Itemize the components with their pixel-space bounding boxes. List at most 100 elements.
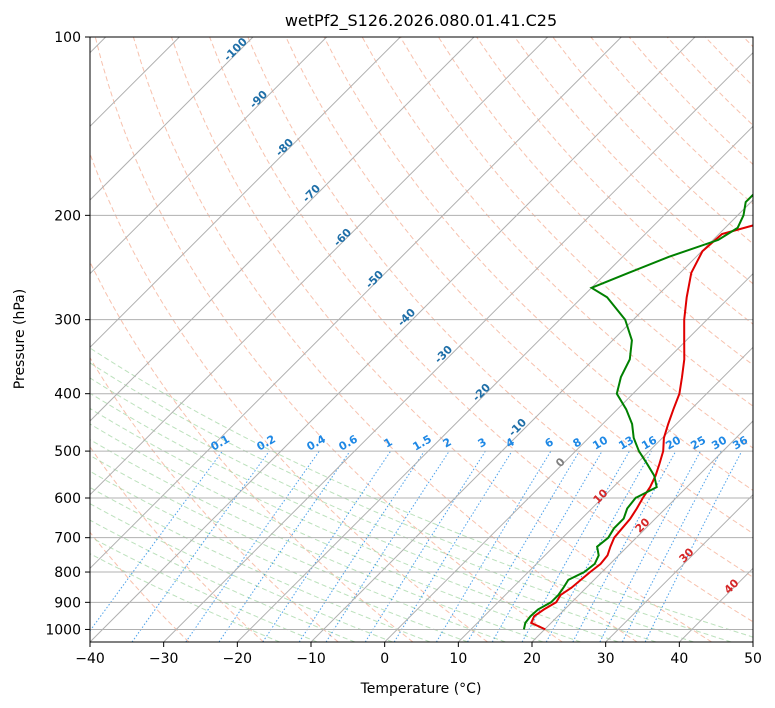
moist-adiabat-label: -80 — [273, 136, 296, 159]
dry-adiabat — [90, 356, 339, 642]
dry-adiabat — [476, 37, 753, 325]
moist-adiabat — [90, 553, 280, 642]
mixing-ratio-line — [90, 450, 223, 632]
moist-adiabat — [90, 347, 753, 638]
dry-adiabat — [90, 260, 414, 642]
mixing-ratio-line — [298, 450, 425, 642]
mixing-ratio-line — [621, 450, 722, 642]
y-tick-label: 700 — [54, 531, 81, 547]
y-tick-label: 400 — [54, 387, 81, 403]
moist-adiabat — [90, 470, 468, 642]
y-tick-label: 100 — [54, 30, 81, 46]
y-tick-label: 500 — [54, 444, 81, 460]
isotherm — [90, 37, 622, 570]
isotherm — [457, 346, 753, 642]
x-axis-title: Temperature (°C) — [360, 681, 482, 697]
moist-adiabat — [90, 392, 657, 642]
moist-adiabat — [90, 454, 506, 642]
isotherm — [90, 37, 401, 349]
dry-adiabat — [90, 152, 488, 642]
dry-adiabat — [90, 446, 264, 642]
line-labels: -100-90-80-70-60-50-40-30-20-100.1 0.2 0.4… — [209, 35, 751, 597]
mixing-ratio-label: 16 — [639, 433, 659, 452]
dry-adiabat — [361, 37, 753, 449]
moist-adiabat-label: -50 — [363, 268, 386, 291]
mixing-ratio-label: 0.6 — [337, 432, 361, 453]
mixing-ratio-label: 3 — [476, 435, 489, 450]
isotherm — [384, 272, 753, 642]
mixing-ratio-label: 0.2 — [255, 432, 278, 453]
y-tick-label: 900 — [54, 595, 81, 611]
dry-adiabat — [285, 37, 753, 535]
mixing-ratio-line — [435, 450, 552, 642]
mixing-ratio-line — [545, 450, 653, 642]
moist-adiabat — [90, 536, 318, 642]
dry-adiabat-label: 40 — [722, 576, 742, 596]
chart-title: wetPf2_S126.2026.080.01.41.C25 — [285, 11, 557, 31]
mixing-ratio-line — [185, 450, 320, 642]
dry-adiabat-label: 0 — [553, 455, 568, 470]
x-tick-label: 50 — [744, 651, 762, 667]
mixing-ratio-line — [393, 450, 513, 642]
dry-adiabat-label: 20 — [633, 515, 653, 535]
dry-adiabat — [323, 37, 753, 491]
moist-adiabat — [90, 423, 581, 642]
background-lines — [90, 37, 753, 642]
isotherm — [90, 37, 328, 275]
grid-lines — [90, 37, 753, 642]
y-tick-label: 600 — [54, 491, 81, 507]
dry-adiabat — [132, 37, 638, 642]
isotherm — [90, 37, 254, 201]
x-tick-label: 10 — [449, 651, 467, 667]
mixing-ratio-line — [521, 450, 630, 642]
dry-adiabat — [90, 531, 190, 642]
plot-frame — [89, 36, 754, 643]
mixing-ratio-line — [218, 450, 351, 642]
mixing-ratio-line — [467, 450, 580, 642]
dry-adiabat — [247, 37, 753, 578]
isotherm — [90, 37, 696, 642]
isotherm — [90, 37, 475, 422]
mixing-ratio-label: 20 — [663, 433, 683, 452]
isotherm — [678, 567, 753, 642]
mixing-ratio-line — [599, 450, 701, 642]
dry-adiabat — [171, 37, 712, 642]
mixing-ratio-line — [262, 450, 392, 642]
moist-adiabat — [90, 486, 431, 642]
dry-adiabat — [743, 37, 753, 48]
dry-adiabat — [552, 37, 753, 245]
mixing-ratio-line — [131, 450, 270, 642]
moist-adiabat-label: -20 — [470, 381, 493, 404]
x-tick-label: 40 — [670, 651, 688, 667]
mixing-ratio-label: 30 — [709, 433, 729, 452]
dry-adiabat — [209, 37, 753, 623]
moist-adiabat — [90, 439, 544, 642]
x-axis: −40 −30 −20 −10 0 10 20 30 40 50 — [75, 642, 762, 667]
moist-adiabat-label: -90 — [247, 88, 270, 111]
mixing-ratio-line — [572, 450, 677, 642]
x-tick-label: −20 — [223, 651, 253, 667]
isotherm — [310, 199, 753, 642]
mixing-ratio-label: 10 — [590, 433, 610, 452]
moist-adiabat — [90, 519, 356, 642]
dry-adiabat — [704, 37, 753, 87]
isotherm — [605, 493, 753, 642]
mixing-ratio-label: 0.4 — [305, 432, 329, 453]
x-tick-label: 20 — [523, 651, 541, 667]
y-axis: 1000 900 800 700 600 500 400 300 200 100 — [45, 30, 90, 638]
mixing-ratio-label: 6 — [543, 435, 556, 450]
isotherm — [531, 420, 753, 642]
y-tick-label: 200 — [54, 208, 81, 224]
moist-adiabat-label: -100 — [221, 35, 250, 64]
x-tick-label: −10 — [296, 651, 326, 667]
y-tick-label: 300 — [54, 313, 81, 329]
x-tick-label: 0 — [380, 651, 389, 667]
isotherm — [236, 125, 753, 642]
mixing-ratio-label: 1.5 — [411, 432, 434, 453]
isotherm — [90, 37, 549, 496]
y-tick-label: 800 — [54, 565, 81, 581]
y-axis-title: Pressure (hPa) — [12, 289, 28, 389]
dry-adiabat — [514, 37, 753, 285]
x-tick-label: −30 — [149, 651, 179, 667]
